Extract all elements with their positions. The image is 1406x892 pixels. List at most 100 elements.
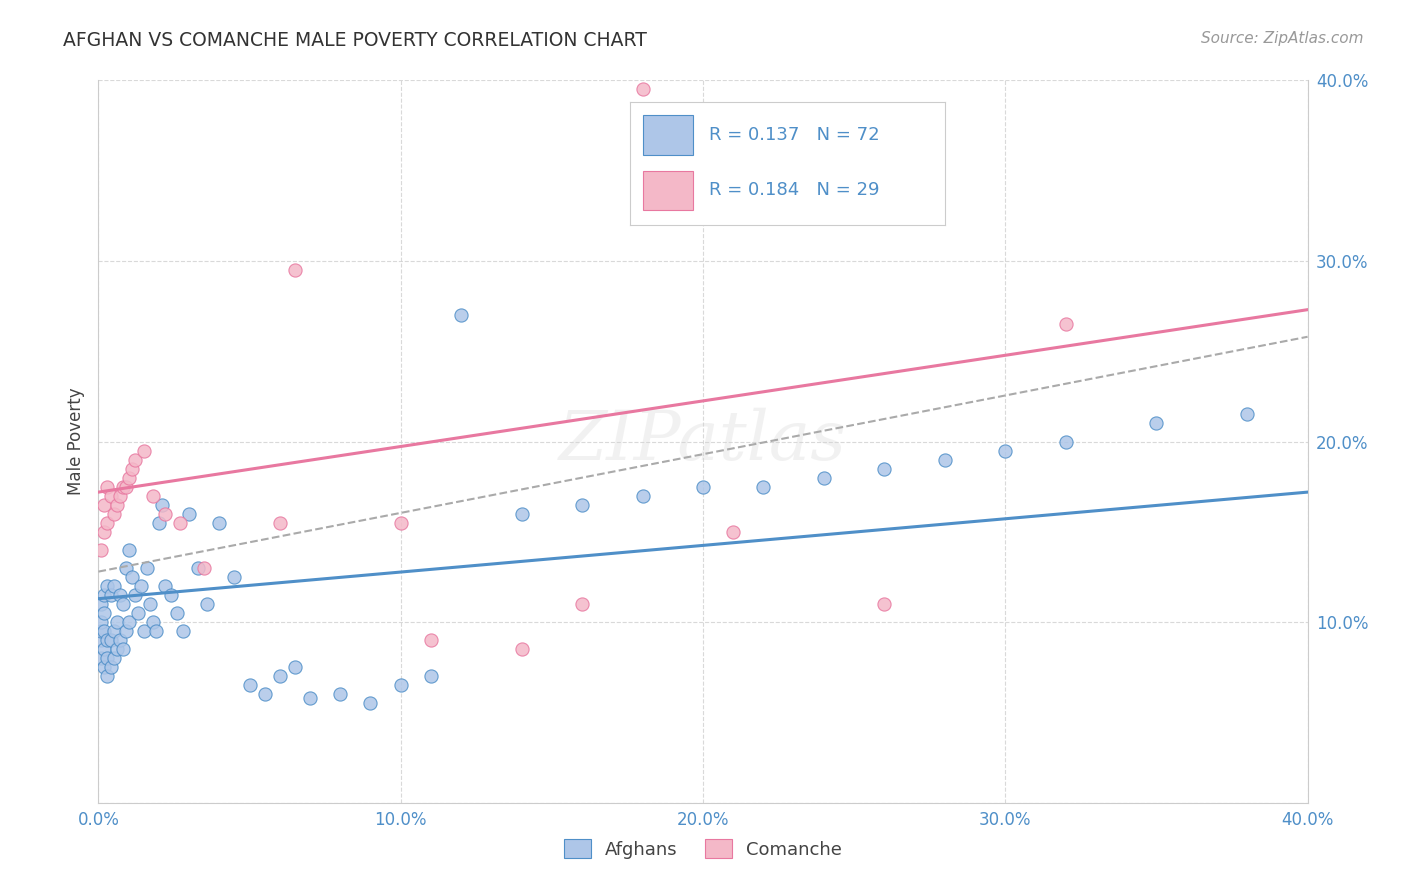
Point [108, 489, 131, 503]
Point [172, 624, 194, 639]
Text: Source: ZipAtlas.com: Source: ZipAtlas.com [1201, 31, 1364, 46]
Point [239, 678, 262, 692]
Text: AFGHAN VS COMANCHE MALE POVERTY CORRELATION CHART: AFGHAN VS COMANCHE MALE POVERTY CORRELAT… [63, 31, 647, 50]
Point [132, 624, 155, 639]
Point [169, 516, 191, 530]
Point [135, 561, 157, 575]
Point [269, 669, 291, 683]
Point [93, 606, 115, 620]
Point [389, 516, 412, 530]
Y-axis label: Male Poverty: Male Poverty [66, 388, 84, 495]
Point [103, 651, 125, 665]
Point [873, 461, 896, 475]
Point [103, 507, 125, 521]
Point [114, 624, 136, 639]
Point [813, 471, 835, 485]
Point [111, 642, 134, 657]
Point [93, 642, 115, 657]
Point [510, 642, 533, 657]
Point [224, 570, 246, 584]
Point [142, 615, 165, 630]
Point [96, 651, 118, 665]
Point [108, 588, 131, 602]
Point [96, 480, 118, 494]
Point [631, 489, 654, 503]
Point [153, 507, 176, 521]
Point [510, 507, 533, 521]
Point [284, 660, 307, 674]
Point [153, 579, 176, 593]
Point [103, 624, 125, 639]
Point [96, 516, 118, 530]
Point [269, 516, 291, 530]
Point [145, 624, 167, 639]
Point [148, 516, 170, 530]
Point [100, 588, 122, 602]
Point [96, 579, 118, 593]
Point [100, 633, 122, 648]
Point [100, 660, 122, 674]
Point [121, 570, 143, 584]
Point [114, 480, 136, 494]
Point [96, 669, 118, 683]
Point [100, 489, 122, 503]
Point [142, 489, 165, 503]
Text: ZIPatlas: ZIPatlas [560, 409, 846, 475]
Point [752, 480, 775, 494]
Point [631, 82, 654, 96]
Point [90, 651, 112, 665]
Point [420, 633, 443, 648]
Point [420, 669, 443, 683]
Point [96, 633, 118, 648]
Point [105, 498, 128, 512]
Point [329, 687, 352, 701]
Point [93, 660, 115, 674]
Point [208, 516, 231, 530]
Point [118, 615, 141, 630]
Point [93, 498, 115, 512]
Point [1236, 408, 1258, 422]
Point [253, 687, 276, 701]
Point [571, 597, 593, 611]
Point [193, 561, 215, 575]
Point [127, 606, 149, 620]
Point [692, 480, 714, 494]
Point [139, 597, 162, 611]
Point [1054, 434, 1077, 449]
Point [187, 561, 209, 575]
Point [723, 524, 745, 539]
Point [90, 615, 112, 630]
Point [90, 633, 112, 648]
Point [118, 471, 141, 485]
Point [93, 524, 115, 539]
Point [1054, 317, 1077, 331]
Point [111, 597, 134, 611]
Point [994, 443, 1017, 458]
Point [121, 461, 143, 475]
Point [132, 443, 155, 458]
Point [105, 615, 128, 630]
Point [129, 579, 152, 593]
Point [150, 498, 173, 512]
Point [571, 498, 593, 512]
Point [111, 480, 134, 494]
Point [179, 507, 201, 521]
Point [873, 597, 896, 611]
Point [389, 678, 412, 692]
Point [90, 624, 112, 639]
Point [299, 691, 322, 706]
Point [105, 642, 128, 657]
Point [1144, 417, 1167, 431]
Point [934, 452, 956, 467]
Point [195, 597, 218, 611]
Point [160, 588, 183, 602]
Point [114, 561, 136, 575]
Point [90, 597, 112, 611]
Point [124, 588, 146, 602]
Point [90, 542, 112, 557]
Point [284, 263, 307, 277]
Point [118, 542, 141, 557]
Point [124, 452, 146, 467]
Point [93, 588, 115, 602]
Point [108, 633, 131, 648]
